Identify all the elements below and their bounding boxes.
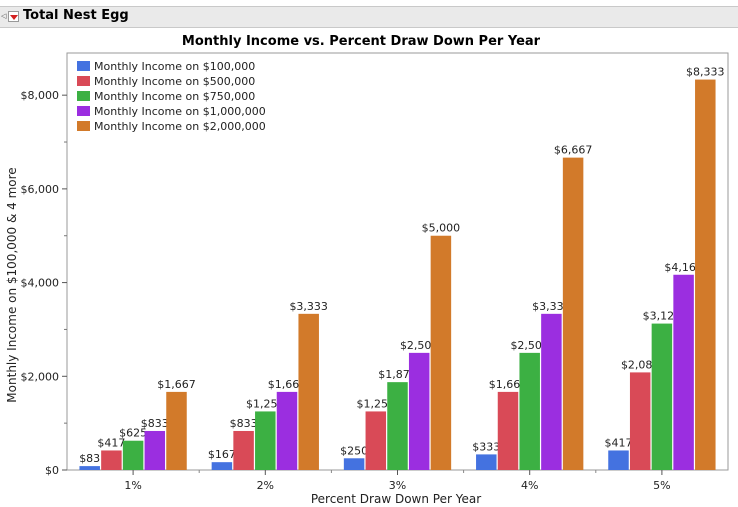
data-label: $1,875: [378, 368, 417, 381]
bar: [651, 323, 673, 470]
data-label: $167: [208, 448, 236, 461]
legend-label: Monthly Income on $2,000,000: [94, 120, 266, 133]
legend-swatch: [77, 91, 90, 101]
data-label: $8,333: [686, 66, 725, 79]
data-label: $6,667: [554, 144, 593, 157]
bar: [122, 440, 144, 470]
data-label: $4,167: [664, 261, 703, 274]
bar-chart: Monthly Income vs. Percent Draw Down Per…: [5, 34, 729, 506]
x-tick-label: 2%: [257, 479, 274, 492]
red-triangle-menu-icon[interactable]: [8, 11, 19, 22]
y-tick-label: $6,000: [21, 183, 60, 196]
bar: [629, 372, 651, 470]
data-label: $1,667: [268, 378, 307, 391]
data-label: $2,500: [510, 339, 549, 352]
legend-swatch: [77, 106, 90, 116]
bar: [144, 430, 166, 470]
bar: [166, 391, 187, 470]
bar: [673, 274, 694, 470]
y-tick-label: $4,000: [21, 277, 60, 290]
bar: [79, 466, 100, 470]
legend-swatch: [77, 61, 90, 71]
bar: [608, 450, 629, 470]
data-label: $1,667: [157, 378, 196, 391]
x-tick-label: 4%: [521, 479, 538, 492]
bar: [211, 462, 233, 470]
bar: [430, 235, 452, 470]
data-label: $83: [79, 452, 100, 465]
data-label: $3,125: [643, 310, 682, 323]
chart-title: Monthly Income vs. Percent Draw Down Per…: [182, 34, 541, 49]
x-tick-label: 3%: [389, 479, 406, 492]
data-label: $2,083: [621, 358, 660, 371]
bar: [298, 313, 319, 470]
legend-label: Monthly Income on $500,000: [94, 75, 255, 88]
bar: [562, 157, 584, 471]
bar: [497, 391, 519, 470]
bar: [408, 352, 430, 470]
legend-label: Monthly Income on $1,000,000: [94, 105, 266, 118]
bar: [695, 79, 716, 471]
outline-header: ◁ Total Nest Egg: [0, 6, 738, 28]
bar: [233, 430, 254, 470]
outline-title: Total Nest Egg: [23, 8, 129, 23]
bar: [541, 313, 562, 470]
grip-icon[interactable]: ◁: [1, 12, 7, 20]
data-label: $417: [605, 436, 633, 449]
bar: [365, 411, 387, 470]
bar: [476, 454, 497, 470]
data-label: $250: [340, 444, 368, 457]
x-tick-label: 5%: [653, 479, 670, 492]
legend-swatch: [77, 121, 90, 131]
bar: [101, 450, 122, 470]
y-axis-label: Monthly Income on $100,000 & 4 more: [5, 167, 19, 402]
y-tick-label: $8,000: [21, 89, 60, 102]
y-tick-label: $2,000: [21, 370, 60, 383]
data-label: $3,333: [532, 300, 571, 313]
bar: [387, 382, 408, 470]
data-label: $833: [141, 417, 169, 430]
plot-area: $0$2,000$4,000$6,000$8,0001%$83$417$625$…: [21, 52, 729, 492]
legend-swatch: [77, 76, 90, 86]
bar: [343, 458, 365, 470]
data-label: $1,667: [489, 378, 528, 391]
legend: Monthly Income on $100,000 Monthly Income…: [77, 60, 266, 133]
x-axis-label: Percent Draw Down Per Year: [311, 492, 481, 506]
x-tick-label: 1%: [124, 479, 141, 492]
legend-label: Monthly Income on $750,000: [94, 90, 255, 103]
data-label: $1,250: [246, 397, 285, 410]
data-label: $3,333: [289, 300, 328, 313]
data-label: $5,000: [422, 222, 461, 235]
bar: [519, 352, 540, 470]
data-label: $625: [119, 427, 147, 440]
data-label: $1,250: [357, 397, 396, 410]
bar: [276, 391, 298, 470]
data-label: $333: [472, 440, 500, 453]
bar: [255, 411, 276, 470]
legend-label: Monthly Income on $100,000: [94, 60, 255, 73]
data-label: $833: [230, 417, 258, 430]
data-label: $2,500: [400, 339, 439, 352]
y-tick-label: $0: [45, 464, 59, 477]
data-label: $417: [97, 436, 125, 449]
